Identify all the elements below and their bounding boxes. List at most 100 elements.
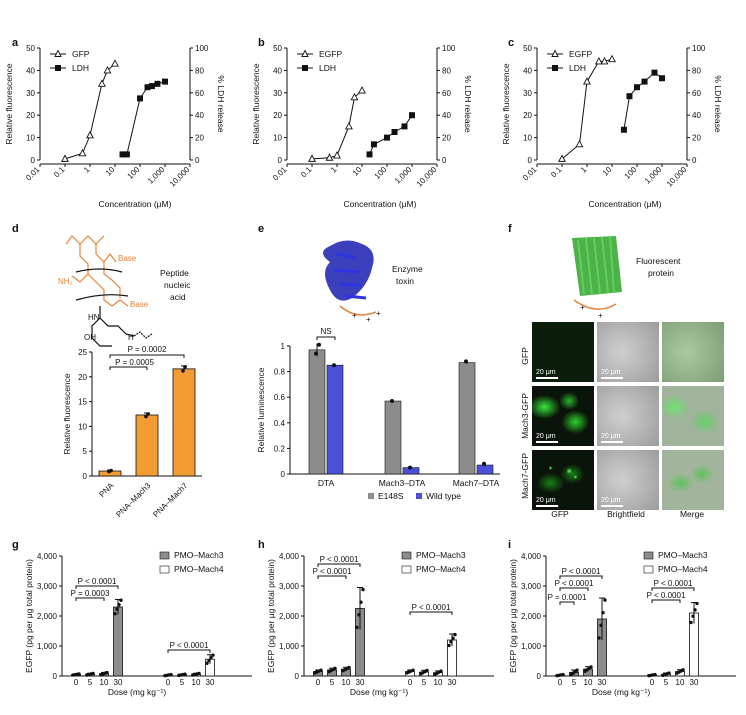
x-tick-label: 30: [448, 678, 457, 687]
x-tick-label: 1,000: [643, 165, 664, 186]
data-point-square: [391, 129, 398, 135]
significance-bracket: [75, 597, 105, 601]
y-tick-label-right: 60: [195, 89, 204, 98]
x-tick-label: 1,000: [146, 165, 167, 186]
y-tick-label-left: 40: [273, 66, 282, 75]
y-tick-label-left: 30: [273, 89, 282, 98]
data-point: [119, 598, 123, 602]
data-point: [113, 612, 117, 616]
data-point-square: [626, 93, 633, 100]
data-point: [667, 671, 671, 675]
micrograph-mach7-merge: [662, 450, 724, 510]
legend-label: PMO–Mach3: [416, 550, 466, 560]
legend-swatch: [416, 493, 422, 499]
y-tick-label-right: 40: [195, 111, 204, 120]
bar: [384, 400, 402, 475]
y-tick-label: 15: [78, 398, 87, 407]
y-tick-label-right: 20: [692, 134, 701, 143]
panel-letter-h: h: [258, 539, 265, 551]
data-point-square: [148, 83, 155, 90]
pna-nh-label: H: [128, 333, 134, 342]
y-tick-label-left: 10: [523, 134, 532, 143]
data-point-square: [401, 123, 408, 130]
micrograph-mach7-gfp: 20 μm: [532, 450, 594, 510]
panel-d-cargo-label: Peptide nucleic acid: [160, 268, 191, 302]
data-point: [205, 661, 209, 665]
bar: [113, 606, 123, 677]
y-tick-label-left: 50: [523, 44, 532, 53]
data-point-square: [659, 75, 665, 82]
data-point-triangle: [350, 92, 359, 101]
plus-sign: +: [352, 311, 357, 320]
significance-bracket: [316, 336, 336, 340]
x-tick-label: 5: [422, 678, 427, 687]
x-tick-label: 10: [584, 678, 593, 687]
legend-marker-triangle: [551, 49, 559, 57]
plus-sign: +: [598, 311, 603, 320]
y-tick-label: 2,000: [279, 612, 300, 621]
y-axis-label: EGFP (pg per μg total protein): [24, 559, 34, 673]
x-tick-label: 5: [330, 678, 335, 687]
bar: [308, 349, 326, 475]
micrograph-mach7-brightfield: 20 μm: [597, 450, 659, 510]
data-point: [561, 672, 565, 677]
legend-label: EGFP: [569, 49, 592, 59]
y-tick-label: 0: [83, 472, 88, 481]
significance-bracket: [75, 585, 119, 589]
p-value-label: P < 0.0001: [170, 641, 209, 650]
y-tick-label: 4,000: [37, 552, 58, 561]
data-point: [449, 640, 453, 644]
data-point: [77, 672, 81, 676]
legend-marker-square: [552, 65, 558, 71]
y-tick-label: 0.8: [274, 368, 286, 377]
data-point: [115, 607, 119, 611]
y-tick-label-right: 20: [442, 134, 451, 143]
y-tick-label: 2,000: [521, 612, 542, 621]
data-point: [411, 668, 415, 672]
panel-f-cargo-label: Fluorescent protein: [636, 256, 681, 278]
data-point: [209, 656, 213, 660]
x-tick-label: 30: [356, 678, 365, 687]
data-point: [408, 465, 412, 470]
significance-bracket: [317, 563, 361, 567]
p-value-label: P < 0.0001: [647, 591, 686, 600]
data-point: [109, 468, 113, 473]
y-tick-label: 10: [78, 422, 87, 431]
panel-a-xlabel: Concentration (μM): [99, 199, 172, 209]
bar: [135, 414, 159, 477]
data-point: [589, 665, 593, 669]
p-value-label: P < 0.0001: [654, 579, 693, 588]
micrograph-gfp-merge: [662, 322, 724, 382]
significance-bracket: [651, 599, 681, 603]
p-value-label: P = 0.0005: [115, 358, 154, 367]
scale-bar-label: 20 μm: [601, 369, 621, 376]
x-tick-label: 0: [650, 678, 655, 687]
cargo-label-line: Enzyme: [392, 264, 423, 274]
x-tick-label: 30: [598, 678, 607, 687]
legend-label: PMO–Mach4: [174, 564, 224, 574]
y-tick-label: 1,000: [37, 642, 58, 651]
data-point: [146, 412, 150, 416]
data-point: [211, 653, 215, 657]
data-point-triangle: [103, 65, 112, 74]
x-tick-label: PNA–Mach7: [151, 481, 190, 520]
y-tick-label-right: 60: [442, 89, 451, 98]
x-tick-label: 10,000: [665, 165, 689, 189]
x-tick-label: 0: [166, 678, 171, 687]
y-axis-label: Relative luminescence: [256, 367, 266, 452]
data-point: [314, 351, 318, 356]
data-point: [425, 668, 429, 673]
y-axis-label-right: % LDH release: [713, 75, 723, 132]
legend-swatch: [159, 565, 170, 574]
significance-bracket: [559, 587, 589, 591]
y-tick-label-left: 40: [523, 66, 532, 75]
y-tick-label: 2,000: [37, 612, 58, 621]
data-point: [464, 359, 468, 364]
data-point-triangle: [575, 139, 584, 148]
y-axis-label: Relative fluorescence: [62, 373, 72, 455]
y-tick-label: 1,000: [521, 642, 542, 651]
x-tick-label: 5: [664, 678, 669, 687]
cargo-label-line: acid: [170, 292, 186, 302]
